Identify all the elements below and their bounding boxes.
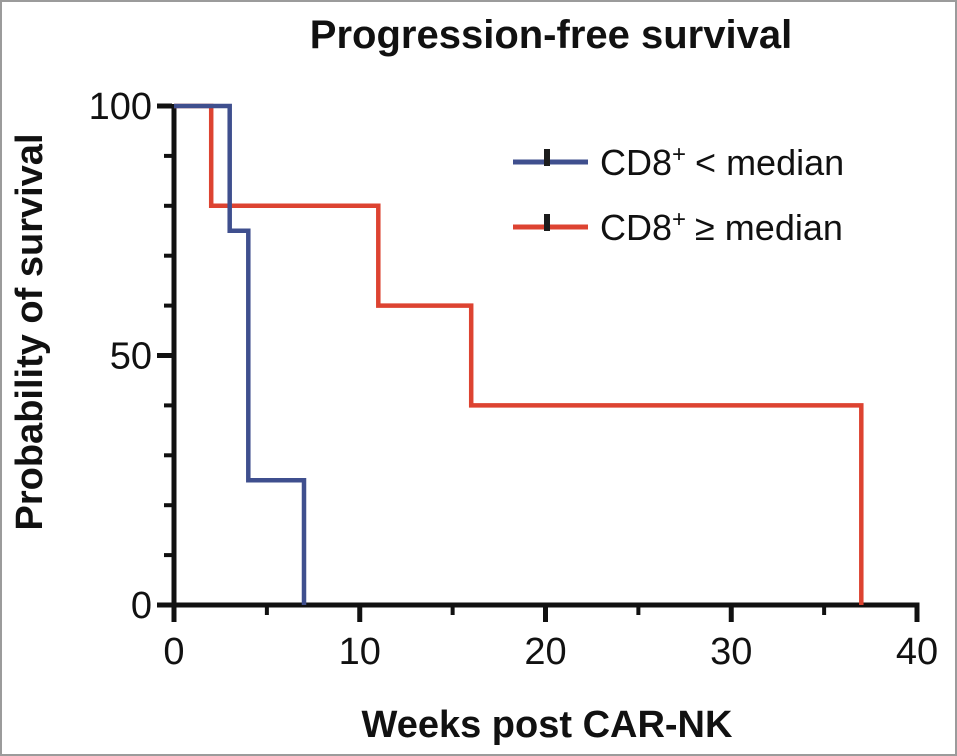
x-tick-label: 10: [339, 631, 381, 673]
y-tick-label: 50: [110, 336, 152, 378]
legend-item-cd8-lt-median: CD8+ < median: [513, 141, 844, 183]
chart-title: Progression-free survival: [310, 13, 792, 57]
y-axis-label: Probability of survival: [9, 134, 51, 531]
x-axis-label: Weeks post CAR-NK: [362, 704, 733, 746]
x-tick-label: 40: [896, 631, 938, 673]
legend-item-cd8-ge-median: CD8+ ≥ median: [513, 206, 843, 248]
axes-layer: 0 10 20 30 40 0 50 100: [89, 86, 939, 673]
x-tick-label: 30: [710, 631, 752, 673]
legend-label-cd8-ge-median: CD8+ ≥ median: [600, 206, 843, 248]
x-tick-label: 20: [524, 631, 566, 673]
survival-curves: [174, 103, 864, 605]
km-curve-cd8-median: [174, 103, 864, 605]
y-tick-label: 0: [131, 585, 152, 627]
legend: CD8+ < median CD8+ ≥ median: [513, 141, 844, 248]
x-tick-label: 0: [163, 631, 184, 673]
km-curve-cd8-median: [174, 103, 307, 605]
legend-label-cd8-lt-median: CD8+ < median: [600, 141, 844, 183]
y-tick-label: 100: [89, 86, 152, 128]
